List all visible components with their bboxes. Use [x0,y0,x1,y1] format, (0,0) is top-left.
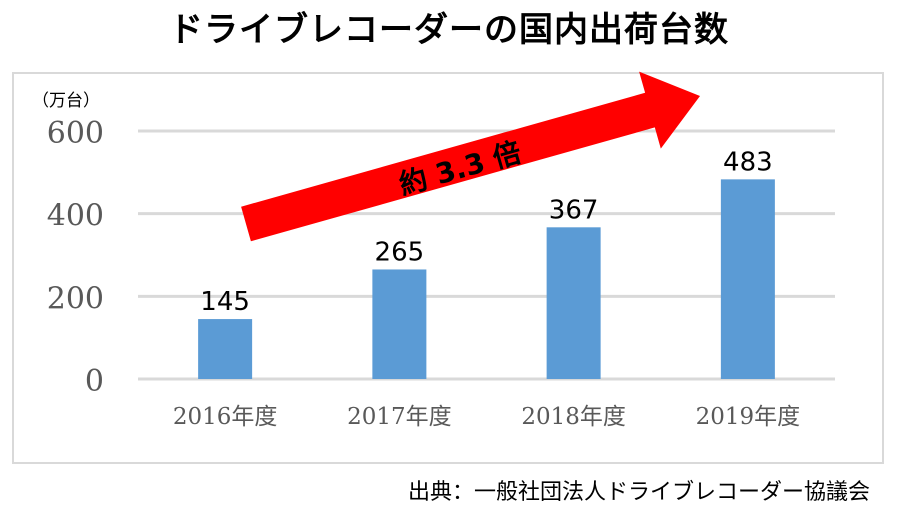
bar [372,269,427,379]
growth-arrow [241,71,700,242]
source-note: 出典：一般社団法人ドライブレコーダー協議会 [407,480,870,505]
bar [720,179,775,379]
x-tick-label: 2019年度 [696,404,801,430]
y-tick-label: 600 [47,116,104,151]
x-tick-label: 2017年度 [347,404,452,430]
bar [198,319,253,379]
bar [546,227,601,379]
data-label: 367 [549,195,599,225]
x-tick-label: 2018年度 [521,404,626,430]
chart-frame [12,72,884,464]
chart-title: ドライブレコーダーの国内出荷台数 [169,10,729,50]
y-axis-label: （万台） [32,91,100,111]
data-label: 483 [723,147,773,177]
data-label: 265 [375,237,425,267]
y-tick-label: 400 [47,199,104,234]
y-tick-label: 200 [47,281,104,316]
data-label: 145 [200,287,250,317]
y-tick-label: 0 [85,364,104,399]
x-tick-label: 2016年度 [173,404,278,430]
